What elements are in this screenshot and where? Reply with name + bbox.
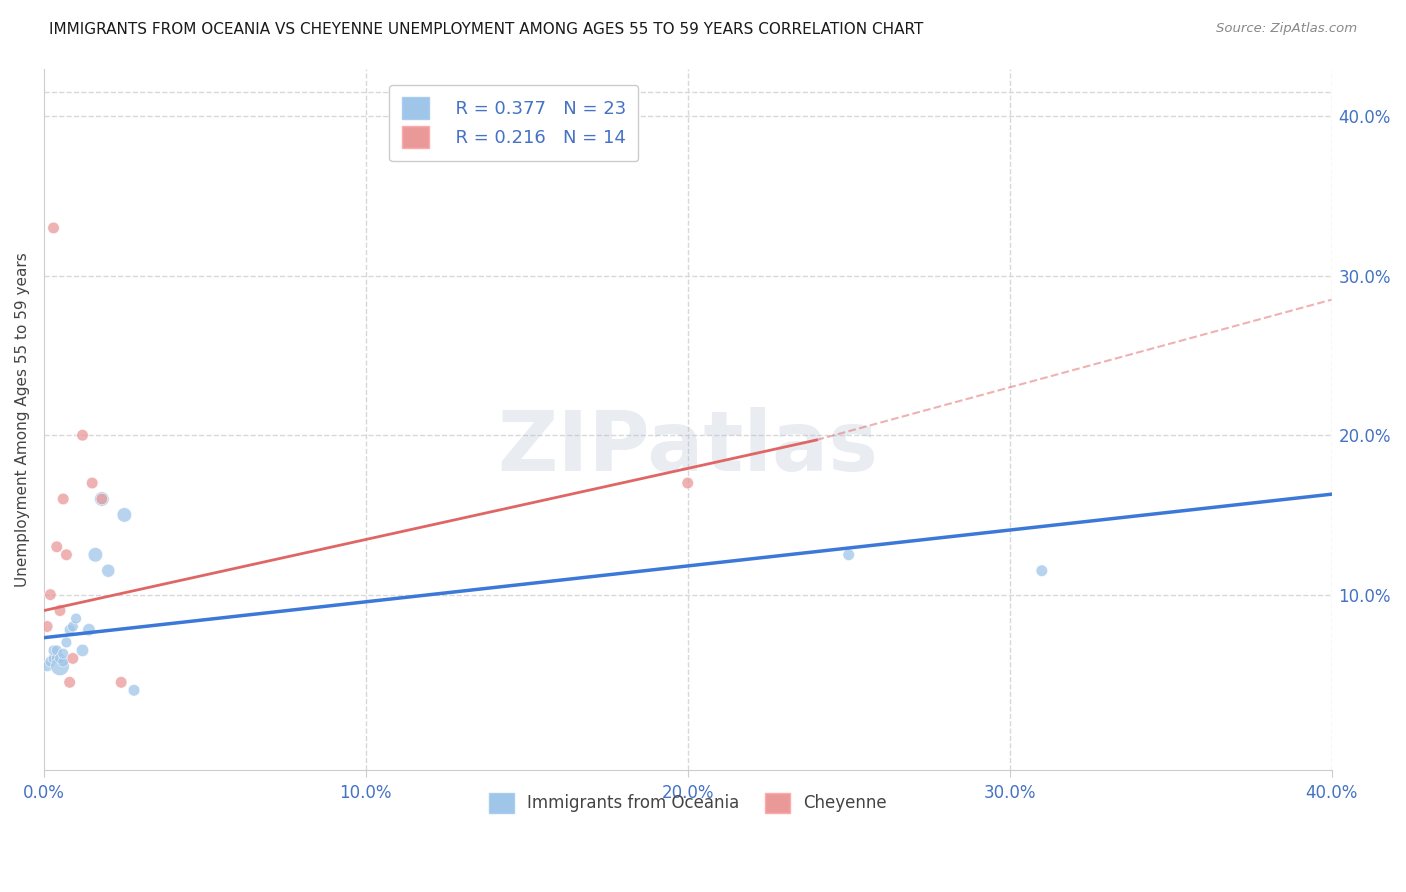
Point bbox=[110, 675, 132, 690]
Point bbox=[90, 491, 112, 506]
Text: ZIPatlas: ZIPatlas bbox=[498, 407, 879, 488]
Point bbox=[62, 619, 84, 633]
Point bbox=[39, 588, 62, 602]
Point bbox=[82, 476, 104, 491]
Point bbox=[59, 675, 82, 690]
Point bbox=[90, 491, 112, 506]
Point bbox=[42, 643, 65, 657]
Point bbox=[52, 647, 75, 661]
Point bbox=[72, 428, 94, 442]
Point bbox=[37, 619, 59, 633]
Point bbox=[676, 476, 699, 491]
Point bbox=[84, 548, 107, 562]
Point bbox=[49, 603, 72, 617]
Y-axis label: Unemployment Among Ages 55 to 59 years: Unemployment Among Ages 55 to 59 years bbox=[15, 252, 30, 587]
Point bbox=[59, 623, 82, 637]
Point bbox=[45, 540, 67, 554]
Point bbox=[49, 659, 72, 673]
Point bbox=[55, 635, 77, 649]
Point bbox=[42, 651, 65, 665]
Point bbox=[122, 683, 145, 698]
Point bbox=[49, 651, 72, 665]
Point bbox=[1031, 564, 1053, 578]
Point bbox=[55, 548, 77, 562]
Point bbox=[39, 655, 62, 669]
Point bbox=[838, 548, 860, 562]
Point bbox=[62, 651, 84, 665]
Point bbox=[45, 643, 67, 657]
Point bbox=[77, 623, 100, 637]
Text: IMMIGRANTS FROM OCEANIA VS CHEYENNE UNEMPLOYMENT AMONG AGES 55 TO 59 YEARS CORRE: IMMIGRANTS FROM OCEANIA VS CHEYENNE UNEM… bbox=[49, 22, 924, 37]
Point bbox=[42, 221, 65, 235]
Point bbox=[45, 651, 67, 665]
Point bbox=[72, 643, 94, 657]
Point bbox=[97, 564, 120, 578]
Point bbox=[52, 655, 75, 669]
Point bbox=[52, 491, 75, 506]
Text: Source: ZipAtlas.com: Source: ZipAtlas.com bbox=[1216, 22, 1357, 36]
Legend: Immigrants from Oceania, Cheyenne: Immigrants from Oceania, Cheyenne bbox=[477, 781, 898, 825]
Point bbox=[37, 659, 59, 673]
Point bbox=[65, 611, 87, 625]
Point bbox=[112, 508, 135, 522]
